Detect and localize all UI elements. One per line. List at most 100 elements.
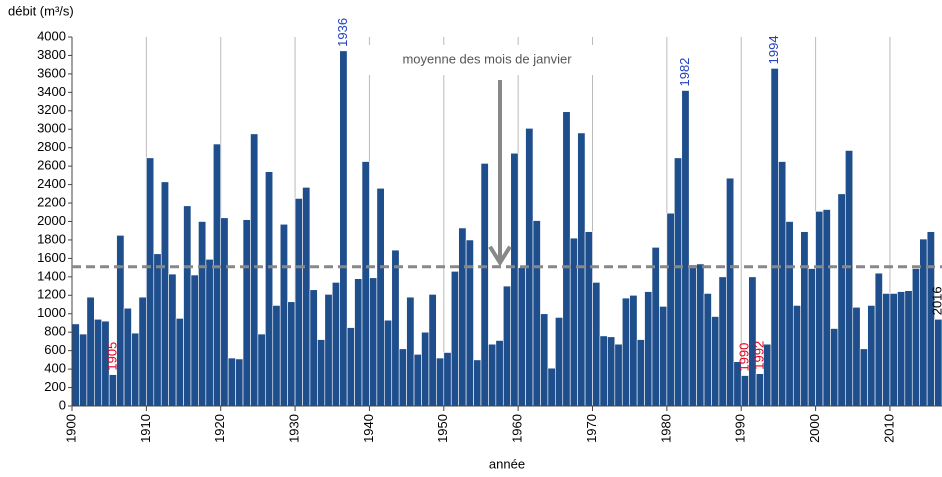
bar (480, 163, 489, 407)
x-tick-label: 1900 (63, 414, 78, 443)
bar (614, 343, 623, 407)
bar (250, 133, 259, 407)
bar (785, 221, 794, 407)
bar (183, 205, 192, 407)
y-tick-label: 2200 (37, 194, 66, 209)
bar (287, 301, 296, 407)
y-tick-label: 3800 (37, 47, 66, 62)
bar (391, 249, 400, 407)
x-tick-label: 1920 (212, 414, 227, 443)
x-tick-label: 1990 (733, 414, 748, 443)
x-tick-label: 1950 (435, 414, 450, 443)
bar (436, 357, 445, 407)
bar (540, 313, 549, 407)
bar (339, 50, 348, 407)
year-annotation: 1982 (677, 58, 692, 87)
bar (205, 259, 214, 407)
bar (265, 171, 274, 407)
bar (71, 323, 80, 407)
bar (443, 352, 452, 407)
bar (919, 238, 928, 407)
bar (904, 290, 913, 407)
bar (636, 339, 645, 407)
bar (346, 327, 355, 407)
bar (874, 272, 883, 407)
bar (331, 282, 340, 407)
annotation-text: moyenne des mois de janvier (402, 51, 572, 66)
bar (815, 211, 824, 407)
bar (800, 231, 809, 407)
bar (198, 221, 207, 407)
y-tick-label: 2800 (37, 139, 66, 154)
bar (495, 340, 504, 407)
bar (651, 247, 660, 407)
bar (926, 231, 935, 407)
bar (153, 253, 162, 407)
bar (688, 264, 697, 407)
bar (465, 239, 474, 407)
bar (555, 317, 564, 407)
y-tick-label: 2400 (37, 176, 66, 191)
bar (123, 307, 132, 407)
bar (718, 276, 727, 407)
year-annotation: 1990 (736, 343, 751, 372)
bar (577, 132, 586, 407)
y-tick-label: 0 (59, 397, 66, 412)
y-tick-label: 3200 (37, 102, 66, 117)
bar (160, 181, 169, 407)
bar (168, 273, 177, 407)
bar (644, 291, 653, 407)
bar (421, 331, 430, 407)
bar (792, 305, 802, 407)
bar (354, 278, 363, 407)
annotation-arrowhead (488, 245, 512, 267)
bar (607, 336, 616, 407)
bar (659, 306, 668, 407)
bar (279, 223, 288, 407)
y-tick-label: 1200 (37, 287, 66, 302)
bar (190, 274, 199, 407)
bar (473, 359, 482, 407)
bar (696, 263, 705, 407)
bar (629, 294, 638, 407)
bar (220, 217, 229, 407)
bar (361, 161, 370, 407)
bar (532, 220, 541, 407)
bar (488, 343, 497, 407)
bar (569, 237, 578, 407)
y-tick-label: 200 (44, 379, 66, 394)
bar (406, 296, 415, 407)
bar (398, 348, 407, 407)
bar (86, 296, 95, 407)
y-axis-label: débit (m³/s) (8, 3, 74, 18)
bar (384, 319, 393, 407)
x-tick-label: 1980 (658, 414, 673, 443)
bar (592, 282, 601, 407)
y-tick-label: 4000 (37, 28, 66, 43)
bar (674, 157, 683, 407)
y-tick-label: 3600 (37, 65, 66, 80)
bar (94, 318, 103, 407)
y-tick-label: 3400 (37, 84, 66, 99)
bar (755, 373, 764, 407)
y-tick-label: 2600 (37, 158, 66, 173)
bar (517, 267, 526, 407)
bar (882, 293, 891, 407)
y-tick-label: 1600 (37, 250, 66, 265)
bar (562, 111, 571, 407)
bar (309, 289, 318, 407)
bar (621, 297, 630, 407)
y-tick-label: 800 (44, 324, 66, 339)
bar (666, 212, 675, 407)
bar (584, 231, 593, 407)
bar (703, 293, 712, 407)
bar (242, 219, 251, 407)
bar (726, 177, 735, 407)
bar (294, 198, 303, 407)
bar (235, 358, 244, 407)
bar (502, 285, 512, 407)
bar (867, 305, 876, 407)
y-tick-label: 1000 (37, 305, 66, 320)
x-tick-label: 1940 (361, 414, 376, 443)
bar (934, 318, 942, 407)
